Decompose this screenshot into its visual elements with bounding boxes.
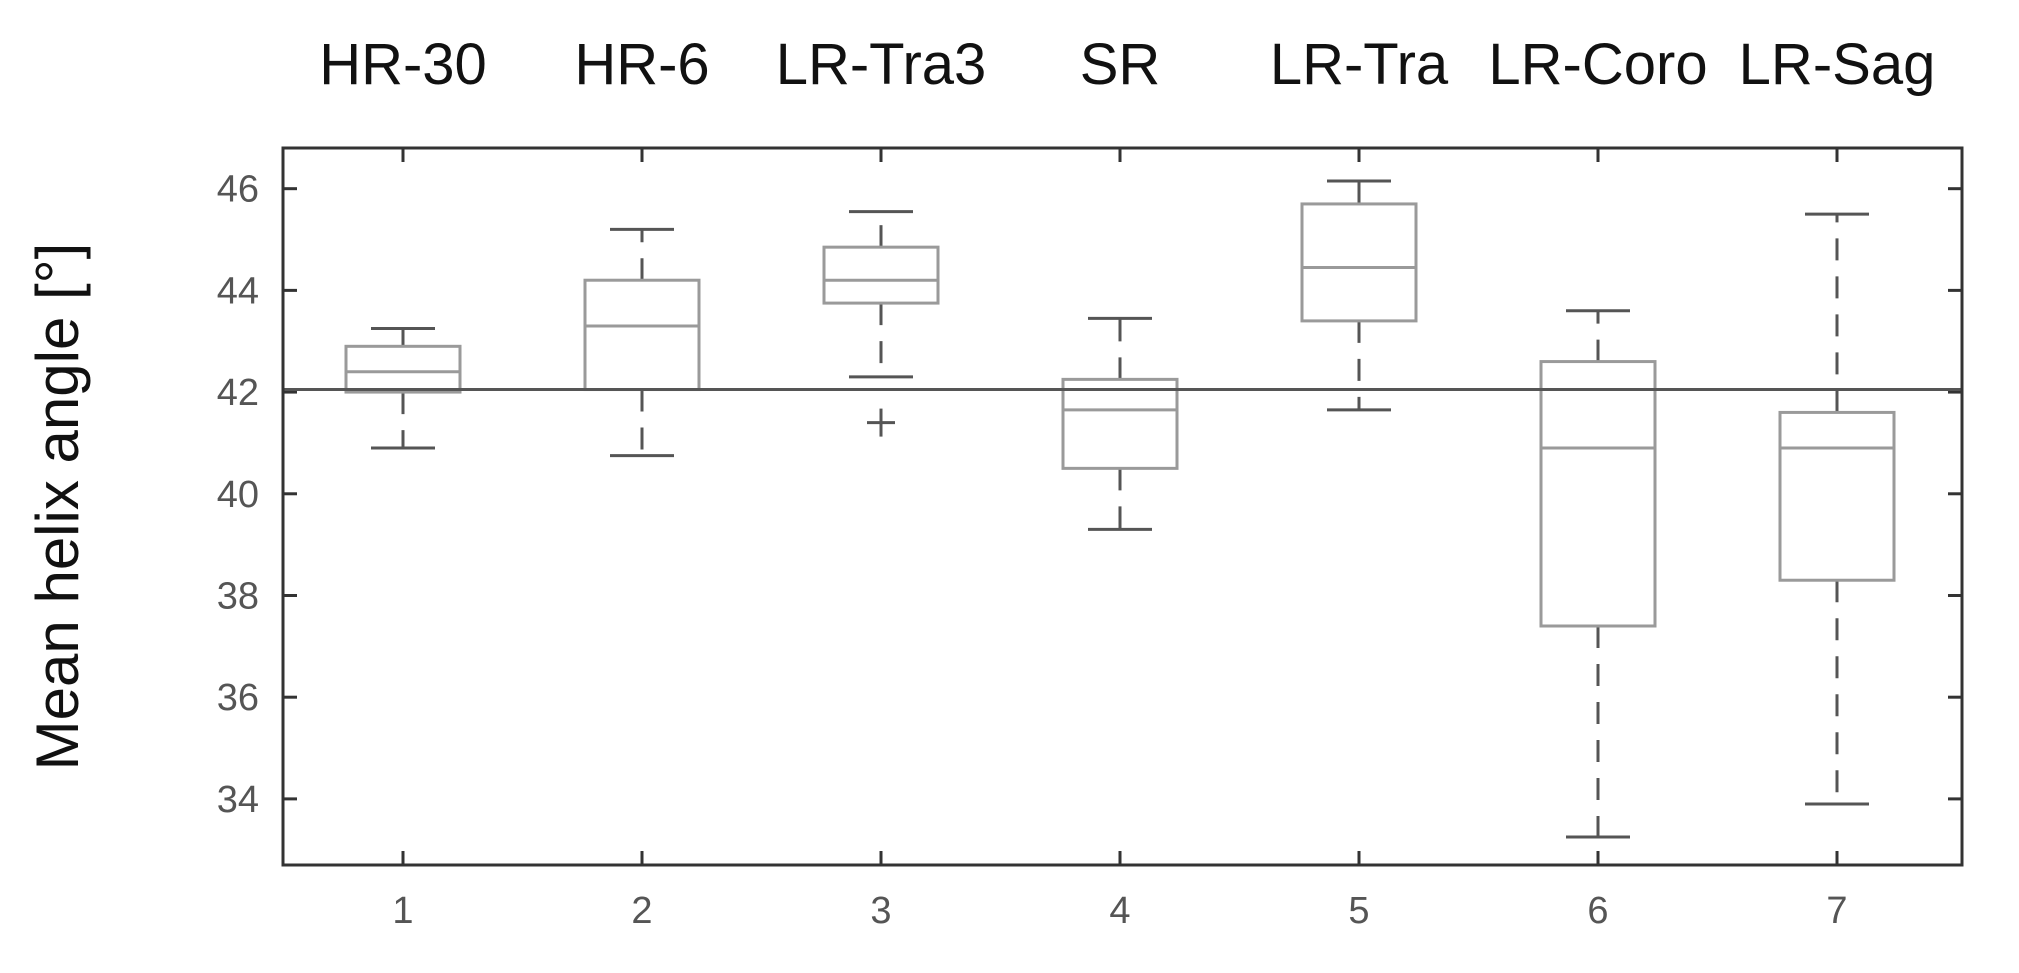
axis-ticks <box>283 148 1962 865</box>
iqr-box <box>1061 377 1179 470</box>
x-tick-label: 5 <box>1348 890 1369 932</box>
iqr-box <box>583 278 701 392</box>
y-tick-label: 46 <box>217 169 259 211</box>
group-label-lr-tra3: LR-Tra3 <box>776 32 987 97</box>
group-label-hr-6: HR-6 <box>574 32 709 97</box>
x-tick-label: 4 <box>1109 890 1130 932</box>
box-3 <box>822 210 940 437</box>
group-label-lr-coro: LR-Coro <box>1488 32 1707 97</box>
group-label-sr: SR <box>1080 32 1161 97</box>
box-1 <box>344 327 462 450</box>
box-6 <box>1539 309 1657 839</box>
x-tick-label: 3 <box>870 890 891 932</box>
iqr-box <box>1539 360 1657 628</box>
y-tick-label: 38 <box>217 575 259 617</box>
x-tick-label: 7 <box>1826 890 1847 932</box>
y-tick-label: 42 <box>217 372 259 414</box>
y-tick-labels: 34 36 38 40 42 44 46 <box>217 169 259 821</box>
iqr-box <box>1300 202 1418 323</box>
group-labels: HR-30 HR-6 LR-Tra3 SR LR-Tra LR-Coro LR-Sag <box>319 32 1935 97</box>
box-4 <box>1061 316 1179 531</box>
x-tick-label: 2 <box>631 890 652 932</box>
box-7 <box>1778 212 1896 806</box>
group-label-hr-30: HR-30 <box>319 32 487 97</box>
x-tick-labels: 1 2 3 4 5 6 7 <box>392 890 1847 932</box>
x-tick-label: 6 <box>1587 890 1608 932</box>
box-5 <box>1300 179 1418 412</box>
iqr-box <box>1778 410 1896 582</box>
box-2 <box>583 227 701 458</box>
y-axis-title: Mean helix angle [°] <box>24 243 91 771</box>
y-tick-label: 34 <box>217 779 259 821</box>
iqr-box <box>344 344 462 394</box>
group-label-lr-tra: LR-Tra <box>1270 32 1449 97</box>
y-tick-label: 44 <box>217 270 259 312</box>
plot-frame <box>281 146 1964 867</box>
y-tick-label: 40 <box>217 474 259 516</box>
x-tick-label: 1 <box>392 890 413 932</box>
iqr-box <box>822 245 940 305</box>
boxes <box>344 179 1896 839</box>
y-tick-label: 36 <box>217 677 259 719</box>
group-label-lr-sag: LR-Sag <box>1739 32 1936 97</box>
